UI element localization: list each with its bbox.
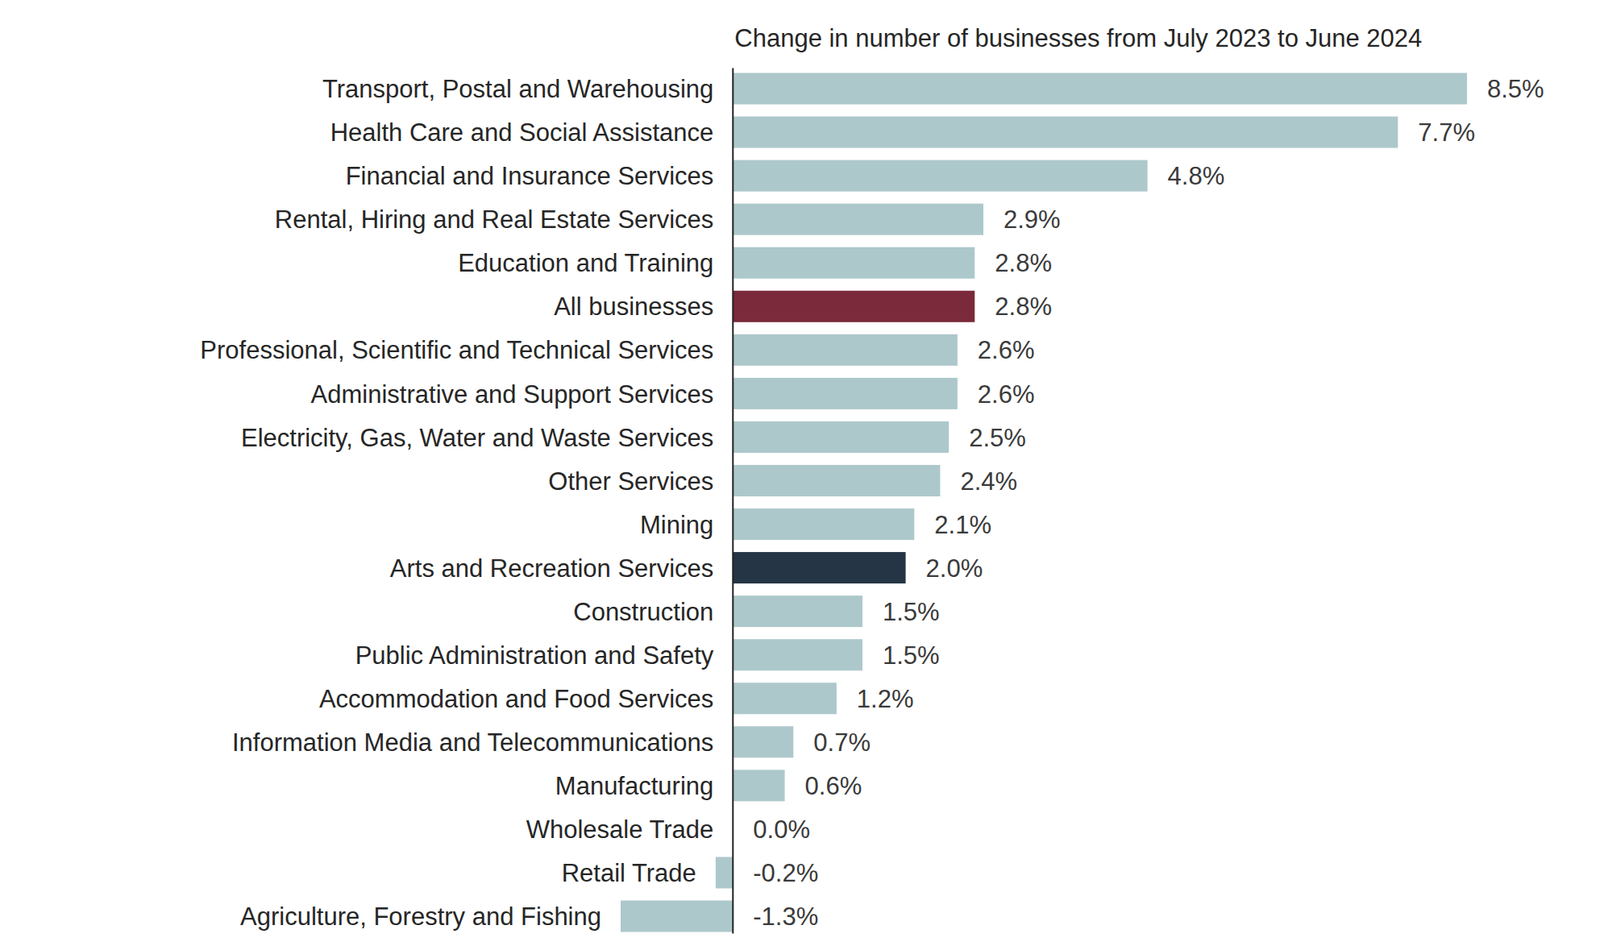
category-label: Arts and Recreation Services <box>390 554 714 583</box>
category-label: Financial and Insurance Services <box>345 162 715 191</box>
data-label: -0.2% <box>752 859 819 888</box>
chart-svg: Change in number of businesses from July… <box>0 0 1600 942</box>
category-label: All businesses <box>553 292 714 321</box>
category-label: Mining <box>640 511 714 540</box>
data-label: 1.5% <box>882 598 940 627</box>
bar <box>715 856 733 889</box>
bar <box>732 595 863 628</box>
data-label: 2.8% <box>994 249 1052 278</box>
category-label: Other Services <box>548 467 714 496</box>
bar <box>620 901 733 933</box>
data-label: 2.5% <box>968 423 1027 453</box>
data-label: 8.5% <box>1487 74 1545 104</box>
data-label: 1.5% <box>882 641 940 670</box>
category-label: Education and Training <box>457 249 714 278</box>
category-label: Rental, Hiring and Real Estate Services <box>274 205 714 234</box>
bar <box>732 73 1468 105</box>
category-label: Public Administration and Safety <box>355 641 715 670</box>
labels: Transport, Postal and Warehousing 8.5% Hea… <box>199 74 1544 931</box>
bar <box>732 769 785 802</box>
bar <box>732 290 975 323</box>
data-label: 2.9% <box>1003 205 1061 234</box>
category-label: Accommodation and Food Services <box>319 685 714 714</box>
bar <box>732 508 915 541</box>
category-label: Administrative and Support Services <box>311 380 715 409</box>
data-label: 0.7% <box>813 728 871 757</box>
bar <box>732 378 958 410</box>
data-label: 2.6% <box>977 336 1035 365</box>
category-label: Electricity, Gas, Water and Waste Servic… <box>241 423 714 453</box>
category-label: Retail Trade <box>561 859 697 888</box>
data-label: 0.0% <box>752 815 811 844</box>
bar <box>732 726 794 758</box>
category-label: Transport, Postal and Warehousing <box>322 74 714 104</box>
chart-title: Change in number of businesses from July… <box>734 24 1422 53</box>
data-label: 4.8% <box>1167 162 1226 191</box>
data-label: 2.4% <box>960 467 1018 496</box>
data-label: 7.7% <box>1417 118 1476 147</box>
data-label: 2.0% <box>926 554 984 583</box>
bar <box>732 421 949 453</box>
bar <box>732 682 837 715</box>
category-label: Information Media and Telecommunications <box>232 728 714 757</box>
data-label: 2.8% <box>994 292 1052 321</box>
bar <box>732 465 940 497</box>
category-label: Agriculture, Forestry and Fishing <box>240 902 602 931</box>
category-label: Professional, Scientific and Technical S… <box>199 336 714 365</box>
chart-container: Change in number of businesses from July… <box>0 0 1600 942</box>
category-label: Health Care and Social Assistance <box>330 118 715 147</box>
bar <box>732 116 1398 149</box>
bar <box>732 552 906 584</box>
data-label: -1.3% <box>752 902 819 931</box>
data-label: 1.2% <box>856 685 915 714</box>
bar <box>732 334 958 366</box>
data-label: 2.1% <box>934 511 992 540</box>
bar <box>732 203 984 236</box>
bar <box>732 247 975 279</box>
category-label: Manufacturing <box>555 772 714 801</box>
bar <box>732 160 1148 192</box>
category-label: Wholesale Trade <box>526 815 715 844</box>
data-label: 0.6% <box>805 772 863 801</box>
category-label: Construction <box>573 598 714 627</box>
bar <box>732 639 863 671</box>
bars <box>620 73 1468 933</box>
zero-line <box>731 68 734 935</box>
data-label: 2.6% <box>977 380 1035 409</box>
